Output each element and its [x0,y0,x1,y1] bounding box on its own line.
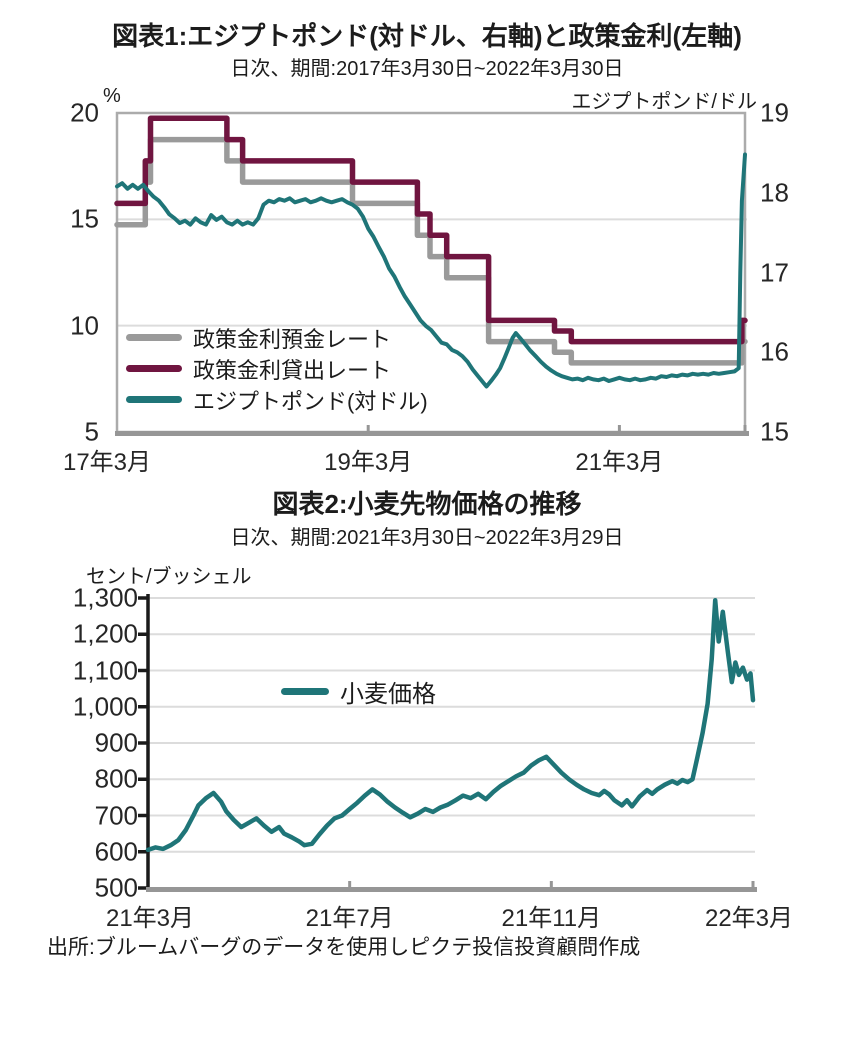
y-axis-tick-label: 20 [70,97,99,128]
wheat-line-swatch [281,688,329,695]
egp-usd-line-swatch [126,396,182,403]
legend-item-lending-rate: 政策金利貸出レート [126,353,428,384]
chart2-y-axis-unit: セント/ブッシェル [86,566,252,588]
x-axis-tick-label: 17年3月 [62,449,152,476]
chart1-right-axis-unit: エジプトポンド/ドル [571,91,757,113]
y-axis-tick-label: 500 [94,872,138,903]
x-axis-tick-label: 19年3月 [324,449,413,476]
x-axis-tick-label: 21年11月 [501,905,602,932]
y-axis-tick-label: 1,000 [72,691,138,722]
lending-rate-line-swatch [126,365,182,372]
legend-item-egp-usd: エジプトポンド(対ドル) [126,384,428,415]
y-axis-tick-label: 900 [94,727,138,758]
legend-label: 小麦価格 [340,681,436,708]
y-axis-tick-label: 16 [760,336,789,367]
chart1-title: 図表1:エジプトポンド(対ドル、右軸)と政策金利(左軸) [112,21,742,51]
y-axis-tick-label: 1,300 [72,582,138,613]
y-axis-tick-label: 15 [70,203,99,234]
x-axis-tick-label: 21年7月 [305,905,394,932]
y-axis-tick-label: 15 [760,416,789,447]
chart1-left-axis-unit: % [103,85,121,107]
y-axis-tick-label: 19 [760,97,789,128]
x-axis-tick-label: 21年3月 [575,449,664,476]
y-axis-tick-label: 5 [84,416,99,447]
legend-label: エジプトポンド(対ドル) [193,388,428,414]
legend-label: 政策金利預金レート [193,326,392,352]
x-axis-tick-label: 21年3月 [105,905,195,932]
y-axis-tick-label: 600 [94,836,138,867]
chart1-legend: 政策金利預金レート 政策金利貸出レート エジプトポンド(対ドル) [126,322,428,415]
chart1-subtitle: 日次、期間:2017年3月30日~2022年3月30日 [230,58,624,80]
legend-item-wheat: 小麦価格 [281,676,436,708]
source-note: 出所:ブルームバーグのデータを使用しピクテ投信投資顧問作成 [47,936,641,959]
y-axis-tick-label: 10 [70,310,99,341]
legend-item-deposit-rate: 政策金利預金レート [126,322,428,353]
legend-label: 政策金利貸出レート [193,357,392,383]
y-axis-tick-label: 1,200 [72,618,138,649]
chart2-subtitle: 日次、期間:2021年3月30日~2022年3月29日 [230,527,624,549]
x-axis-tick-label: 22年3月 [704,905,794,932]
y-axis-tick-label: 800 [94,763,138,794]
chart2-legend: 小麦価格 [281,676,436,708]
chart2-title: 図表2:小麦先物価格の推移 [272,489,582,519]
y-axis-tick-label: 1,100 [72,655,138,685]
y-axis-tick-label: 17 [760,257,789,287]
y-axis-tick-label: 18 [760,177,789,208]
y-axis-tick-label: 700 [94,800,138,830]
deposit-rate-line-swatch [126,334,182,341]
